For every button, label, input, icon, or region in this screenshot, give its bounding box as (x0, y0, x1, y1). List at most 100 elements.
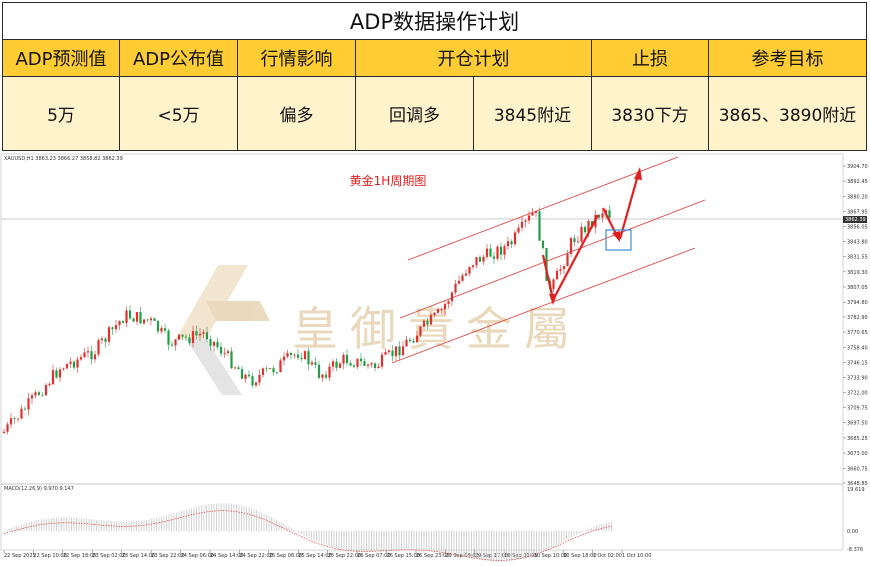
value-target: 3865、3890附近 (707, 76, 868, 151)
candle-body (34, 392, 37, 396)
time-tick-label: 25 Sep 14:00 (298, 553, 331, 559)
candle-body (13, 418, 16, 420)
candle-body (426, 320, 429, 325)
candle-body (97, 340, 100, 355)
candle-body (142, 319, 146, 324)
candle-body (79, 357, 83, 360)
candle-body (524, 220, 527, 222)
candle-body (100, 338, 104, 341)
candle-body (366, 364, 370, 366)
candle-body (265, 368, 268, 370)
candle-body (562, 266, 566, 270)
candle-body (219, 347, 223, 354)
candle-body (23, 408, 27, 410)
price-tick-label: 3843.80 (847, 239, 868, 245)
candle-body (289, 352, 293, 355)
macd-axis: 19.619 0.00 -8.376 (847, 487, 865, 553)
candle-body (240, 369, 244, 379)
time-tick-label: 24 Sep 14:00 (210, 553, 243, 559)
value-stop-loss: 3830下方 (591, 76, 709, 151)
candle-body (580, 226, 583, 242)
time-tick-label: 23 Sep 22:00 (151, 553, 184, 559)
macd-tick-label: 0.00 (847, 529, 858, 535)
candle-body (118, 321, 121, 326)
candle-body (370, 363, 373, 365)
chart-background (0, 153, 870, 566)
candle-body (517, 227, 520, 233)
candle-body (135, 312, 139, 322)
time-tick-label: 30 Sep 18:00 (563, 553, 596, 559)
candle-body (27, 398, 30, 410)
candle-body (485, 248, 489, 257)
candle-body (422, 320, 426, 327)
price-tick-label: 3819.30 (847, 270, 868, 276)
header-adp-forecast: ADP预测值 (2, 39, 120, 77)
candle-body (331, 361, 335, 367)
candle-body (62, 368, 65, 370)
candle-body (121, 321, 125, 323)
time-tick-label: 29 Sep 09:00 (445, 553, 478, 559)
header-target: 参考目标 (707, 39, 868, 77)
candle-body (534, 211, 538, 213)
price-tick-label: 3856.05 (847, 224, 868, 230)
candle-body (104, 338, 107, 342)
candle-body (202, 332, 205, 334)
candle-body (566, 253, 569, 267)
arrow-target-head (634, 167, 642, 180)
price-tick-label: 3867.95 (847, 210, 868, 216)
candle-body (2, 431, 6, 433)
candle-body (30, 395, 34, 399)
candle-body (9, 418, 13, 425)
time-tick-label: 25 Sep 06:00 (269, 553, 302, 559)
candle-body (111, 327, 114, 330)
candle-body (380, 354, 384, 367)
candle-body (128, 310, 132, 319)
candle-body (447, 301, 450, 305)
candle-body (258, 374, 261, 383)
candle-body (198, 333, 202, 336)
value-adp-actual: <5万 (119, 76, 238, 151)
trade-plan-table: ADP数据操作计划 ADP预测值 ADP公布值 行情影响 开仓计划 止损 参考目… (1, 2, 868, 151)
candle-body (573, 238, 576, 243)
arrow-drop-line (541, 254, 555, 300)
candle-body (492, 256, 496, 259)
channel-middle-line (399, 199, 706, 319)
candle-body (177, 334, 181, 340)
candle-body (555, 270, 559, 280)
macd-tick-label: 19.619 (847, 487, 865, 493)
candle-body (552, 279, 555, 290)
candle-body (6, 424, 9, 432)
candle-body (55, 370, 58, 378)
price-axis: 3904.70 3892.45 3880.20 3867.95 3856.05 3843.… (843, 164, 868, 487)
candle-body (373, 363, 377, 368)
candle-body (163, 328, 167, 331)
candle-body (156, 320, 160, 332)
candle-body (468, 267, 471, 274)
candle-body (569, 238, 573, 254)
watermark-text: 皇御貴金屬 (292, 302, 582, 356)
candle-body (58, 369, 62, 378)
candle-body (279, 360, 282, 373)
value-open-price: 3845附近 (473, 76, 592, 151)
header-stop-loss: 止损 (591, 39, 709, 77)
candle-body (212, 341, 216, 346)
time-tick-label: 30 Sep 10:00 (534, 553, 567, 559)
candle-body (429, 315, 433, 325)
time-tick-label: 23 Sep 14:00 (122, 553, 155, 559)
candle-body (160, 328, 163, 332)
candle-body (90, 351, 93, 360)
candle-body (149, 318, 153, 321)
candle-body (597, 214, 601, 218)
candle-body (286, 352, 289, 357)
candle-body (65, 363, 69, 369)
price-channel (391, 156, 706, 364)
symbol-info: XAUUSD,H1 3863.23 3866.27 3858.82 3862.3… (4, 156, 123, 162)
candle-body (226, 351, 230, 354)
candle-body (377, 366, 380, 368)
chart-title: 黄金1H周期图 (350, 173, 427, 188)
time-tick-label: 1 Oct 02:00 (593, 553, 622, 559)
time-tick-label: 23 Sep 02:00 (92, 553, 125, 559)
candle-body (559, 269, 562, 271)
value-market-impact: 偏多 (237, 76, 356, 151)
candle-body (181, 334, 184, 337)
